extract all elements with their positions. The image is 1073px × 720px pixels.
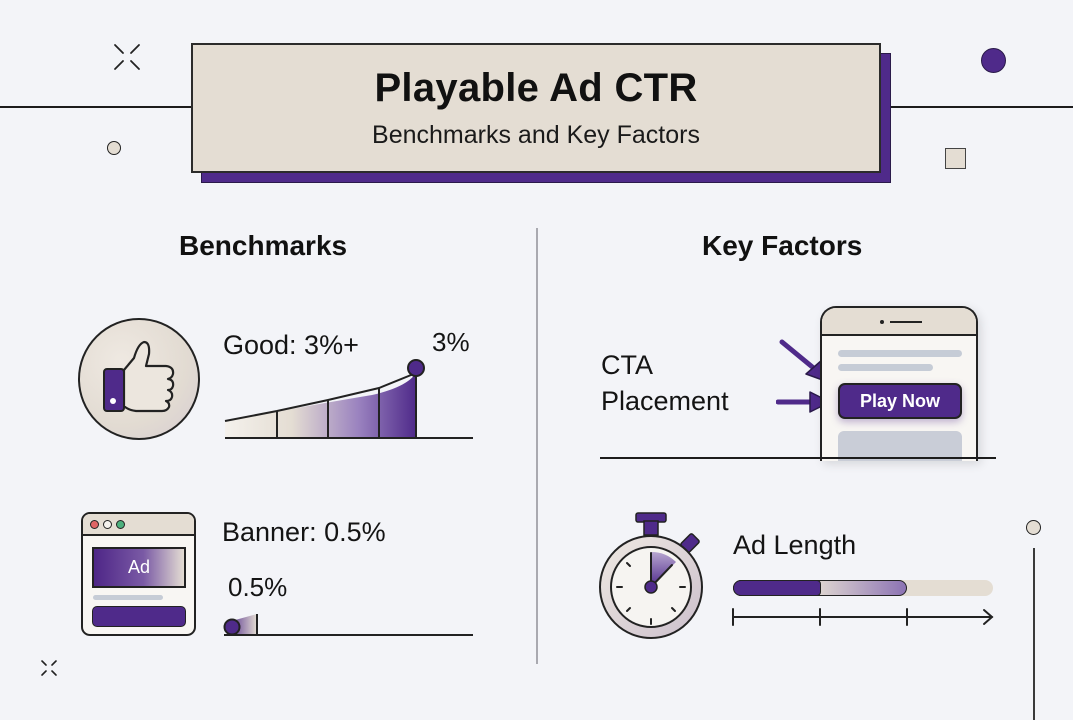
ad-length-timeline-axis <box>732 608 994 626</box>
decor-purple-dot <box>981 48 1006 73</box>
window-dot-red <box>90 520 99 529</box>
ad-length-label: Ad Length <box>733 530 857 560</box>
decor-vertical-line <box>1033 548 1035 720</box>
stopwatch-icon <box>599 512 703 639</box>
benchmarks-heading: Benchmarks <box>179 230 348 261</box>
banner-benchmark-value: 0.5% <box>228 572 288 602</box>
banner-button-placeholder <box>92 606 186 627</box>
phone-header <box>822 308 976 336</box>
decor-dot <box>107 141 121 155</box>
decor-dot-right <box>1026 520 1041 535</box>
cta-placement-label-line1: CTA <box>601 350 653 380</box>
sparkle-icon <box>114 44 140 70</box>
banner-ctr-bar <box>223 614 473 636</box>
thumbs-up-badge <box>78 318 200 440</box>
page-subtitle: Benchmarks and Key Factors <box>372 121 700 149</box>
banner-benchmark-label: Banner: 0.5% <box>222 517 386 547</box>
decor-square <box>945 148 966 169</box>
phone-text-line <box>838 364 933 371</box>
window-dot-green <box>116 520 125 529</box>
phone-camera <box>880 320 884 324</box>
text-placeholder-line <box>93 595 163 600</box>
phone-content-block <box>838 431 962 461</box>
good-ctr-growth-chart <box>224 359 473 439</box>
header-rule-left <box>0 106 192 108</box>
title-card: Playable Ad CTR Benchmarks and Key Facto… <box>191 43 881 173</box>
ad-length-fill <box>733 580 821 596</box>
good-benchmark-value: 3% <box>432 327 470 357</box>
column-divider <box>536 228 538 664</box>
browser-banner-ad-icon: Ad <box>81 512 196 636</box>
cta-placement-label-line2: Placement <box>601 386 729 416</box>
play-now-button[interactable]: Play Now <box>838 383 962 419</box>
header-rule-right <box>890 106 1073 108</box>
good-benchmark-label: Good: 3%+ <box>223 330 359 360</box>
browser-titlebar <box>83 514 194 536</box>
phone-icon: Play Now <box>820 306 978 461</box>
phone-speaker <box>890 321 922 323</box>
phone-text-line <box>838 350 962 357</box>
banner-ad-block: Ad <box>92 547 186 588</box>
cta-baseline <box>600 457 996 459</box>
thumbs-up-icon <box>103 340 175 413</box>
sparkle-icon-small <box>41 660 57 676</box>
key-factors-heading: Key Factors <box>702 230 863 261</box>
window-dot-white <box>103 520 112 529</box>
page-title: Playable Ad CTR <box>374 66 698 110</box>
